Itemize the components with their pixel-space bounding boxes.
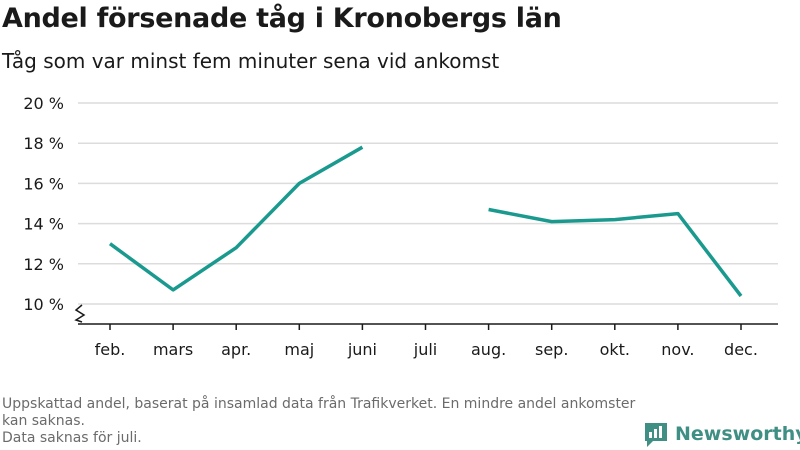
y-tick-label: 16 %: [23, 174, 64, 193]
chart-title: Andel försenade tåg i Kronobergs län: [2, 3, 562, 34]
y-tick-label: 18 %: [23, 134, 64, 153]
footnote-line-2: Data saknas för juli.: [2, 430, 142, 446]
newsworthy-logo-icon: [645, 423, 667, 447]
x-tick-label: apr.: [221, 340, 251, 359]
x-tick-label: mars: [153, 340, 193, 359]
x-tick-label: okt.: [600, 340, 630, 359]
series-lines: [108, 145, 743, 298]
gridlines: [78, 102, 778, 305]
x-tick-label: dec.: [724, 340, 758, 359]
x-tick-label: aug.: [471, 340, 506, 359]
brand-logo: Newsworthy: [643, 420, 800, 448]
series-line-segment: [488, 207, 743, 298]
x-tick-label: feb.: [95, 340, 126, 359]
axis-break-icon: [74, 304, 86, 323]
y-tick-label: 10 %: [23, 295, 64, 314]
y-tick-label: 12 %: [23, 255, 64, 274]
brand-name: Newsworthy: [675, 423, 800, 445]
footnote-line-1: Uppskattad andel, baserat på insamlad da…: [2, 396, 636, 429]
y-tick-label: 14 %: [23, 215, 64, 234]
series-line-segment: [108, 145, 364, 292]
x-tick-label: maj: [284, 340, 314, 359]
y-tick-labels: 10 % 12 % 14 % 16 % 18 % 20 %: [23, 94, 64, 314]
chart-subtitle: Tåg som var minst fem minuter sena vid a…: [2, 49, 500, 73]
y-tick-label: 20 %: [23, 94, 64, 113]
x-tick-label: juni: [347, 340, 377, 359]
x-tick-label: juli: [413, 340, 437, 359]
line-chart: 10 % 12 % 14 % 16 % 18 % 20 % feb. mars apr. maj…: [23, 94, 778, 359]
x-tick-label: nov.: [661, 340, 694, 359]
x-axis: feb. mars apr. maj juni juli aug. sep. okt. nov. d…: [74, 304, 778, 359]
x-tick-label: sep.: [535, 340, 568, 359]
footnote: Uppskattad andel, baserat på insamlad da…: [2, 396, 642, 447]
